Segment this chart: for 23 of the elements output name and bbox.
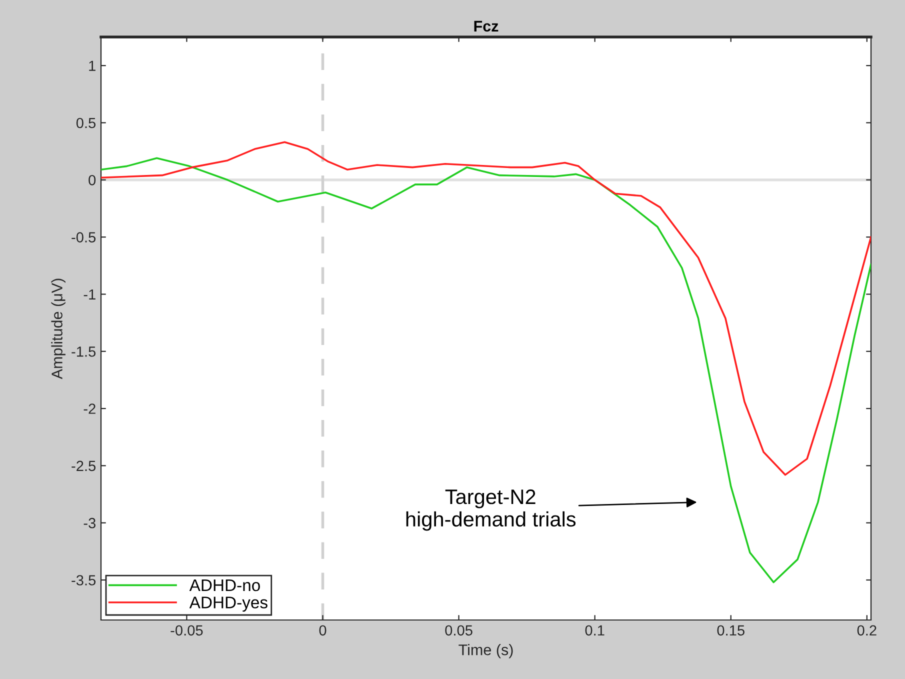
annotation: Target-N2 high-demand trials (406, 489, 576, 531)
x-tick-label: 0.2 (857, 625, 876, 636)
y-axis-title: Amplitude (μV) (51, 278, 66, 380)
x-tick-label: 0.15 (717, 625, 744, 636)
x-axis-title: Time (s) (458, 644, 513, 658)
y-tick-label: -2 (84, 404, 96, 414)
y-tick-label: -1.5 (72, 346, 96, 357)
y-tick-label: 0.5 (76, 118, 96, 128)
y-tick-label: 0 (88, 174, 96, 186)
y-tick-label: 1 (89, 60, 96, 71)
y-tick-label: -0.5 (72, 232, 96, 242)
y-tick-label: -1 (84, 289, 96, 300)
x-tick-label: 0 (319, 625, 326, 636)
y-tick-label: -3.5 (72, 575, 96, 586)
legend-label: ADHD-no (189, 580, 260, 592)
x-tick-label: -0.05 (170, 625, 203, 636)
x-tick-label: 0.05 (445, 625, 472, 636)
x-tick-label: 0.1 (585, 625, 604, 636)
line-series (101, 141, 871, 476)
y-tick-label: -2.5 (72, 460, 96, 472)
chart-title: Fcz (474, 20, 498, 32)
legend-label: ADHD-yes (189, 596, 268, 612)
y-tick-label: -3 (84, 518, 96, 528)
